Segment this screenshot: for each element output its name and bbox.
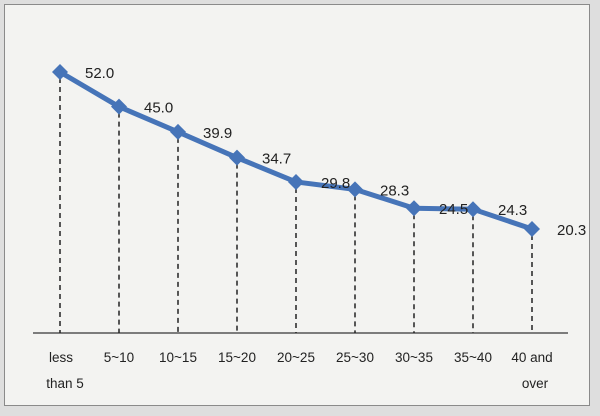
x-tick-label: 40 and: [511, 350, 552, 365]
data-point-marker: [170, 123, 186, 140]
chart-frame: [4, 4, 590, 406]
data-point-marker: [288, 173, 304, 190]
x-tick-label: than 5: [46, 376, 84, 391]
data-label: 52.0: [85, 65, 114, 82]
data-label: 28.3: [380, 182, 409, 199]
x-tick-label: 20~25: [277, 350, 315, 365]
x-tick-label: less: [49, 350, 73, 365]
x-tick-labels: less than 5 5~10 10~15 15~20 20~25 25~30 30~35 3…: [46, 350, 552, 391]
data-point-marker: [229, 149, 245, 166]
data-label: 34.7: [262, 151, 291, 168]
x-tick-label: 25~30: [336, 350, 374, 365]
data-point-marker: [52, 64, 68, 80]
data-label: 45.0: [144, 100, 173, 117]
data-label: 29.8: [321, 175, 350, 192]
drop-lines: [59, 78, 533, 333]
data-label: 24.3: [498, 202, 527, 219]
x-tick-label: 10~15: [159, 350, 197, 365]
data-point-marker: [465, 201, 481, 218]
x-tick-label: over: [522, 376, 549, 391]
x-tick-label: 30~35: [395, 350, 433, 365]
x-tick-label: 5~10: [104, 350, 134, 365]
data-label: 39.9: [203, 125, 232, 142]
data-point-marker: [111, 98, 127, 115]
data-labels: 52.0 45.0 39.9 34.7 29.8 28.3 24.5 24.3 20.3: [85, 65, 586, 239]
data-point-marker: [406, 200, 422, 217]
data-point-marker: [524, 221, 540, 237]
x-tick-label: 15~20: [218, 350, 256, 365]
x-tick-label: 35~40: [454, 350, 492, 365]
data-label: 24.5: [439, 201, 468, 218]
data-markers: [52, 64, 540, 237]
data-point-marker: [347, 181, 363, 198]
data-label: 20.3: [557, 222, 586, 239]
